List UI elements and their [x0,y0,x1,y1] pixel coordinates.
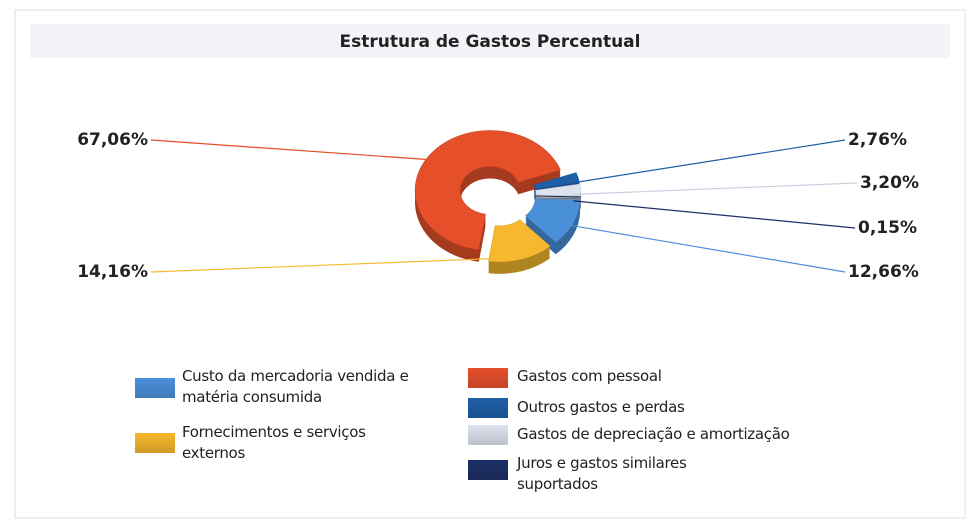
leader-line [150,139,438,161]
data-label: 3,20% [860,173,919,193]
legend-label: Custo da mercadoria vendida e matéria co… [182,367,409,406]
legend-swatch [468,425,508,445]
data-label: 14,16% [77,262,148,282]
slice [533,172,580,190]
leader-line [566,224,846,273]
slice [488,219,551,263]
legend-label: Fornecimentos e serviços externos [182,423,366,462]
slice [535,183,582,197]
data-label: 67,06% [77,130,148,150]
legend-label: Outros gastos e perdas [517,398,685,416]
slice [525,198,581,243]
slice [414,130,561,251]
legend-swatch [468,398,508,418]
donut [414,130,582,274]
legend-label: Gastos com pessoal [517,367,662,385]
legend-swatch [468,460,508,480]
legend-label: Gastos de depreciação e amortização [517,425,790,443]
leader-line [573,200,856,229]
legend-swatch [135,433,175,453]
data-label: 2,76% [848,130,907,150]
data-label: 12,66% [848,262,919,282]
slice [535,195,582,198]
leader-line [570,139,846,184]
legend-swatch [468,368,508,388]
data-label: 0,15% [858,218,917,238]
legend-swatch [135,378,175,398]
leader-line [573,182,858,196]
legend-label: Juros e gastos similares suportados [517,454,687,493]
chart-title: Estrutura de Gastos Percentual [340,32,641,52]
slice-side [535,197,581,200]
title-bar [30,24,950,58]
leader-line [150,256,520,273]
